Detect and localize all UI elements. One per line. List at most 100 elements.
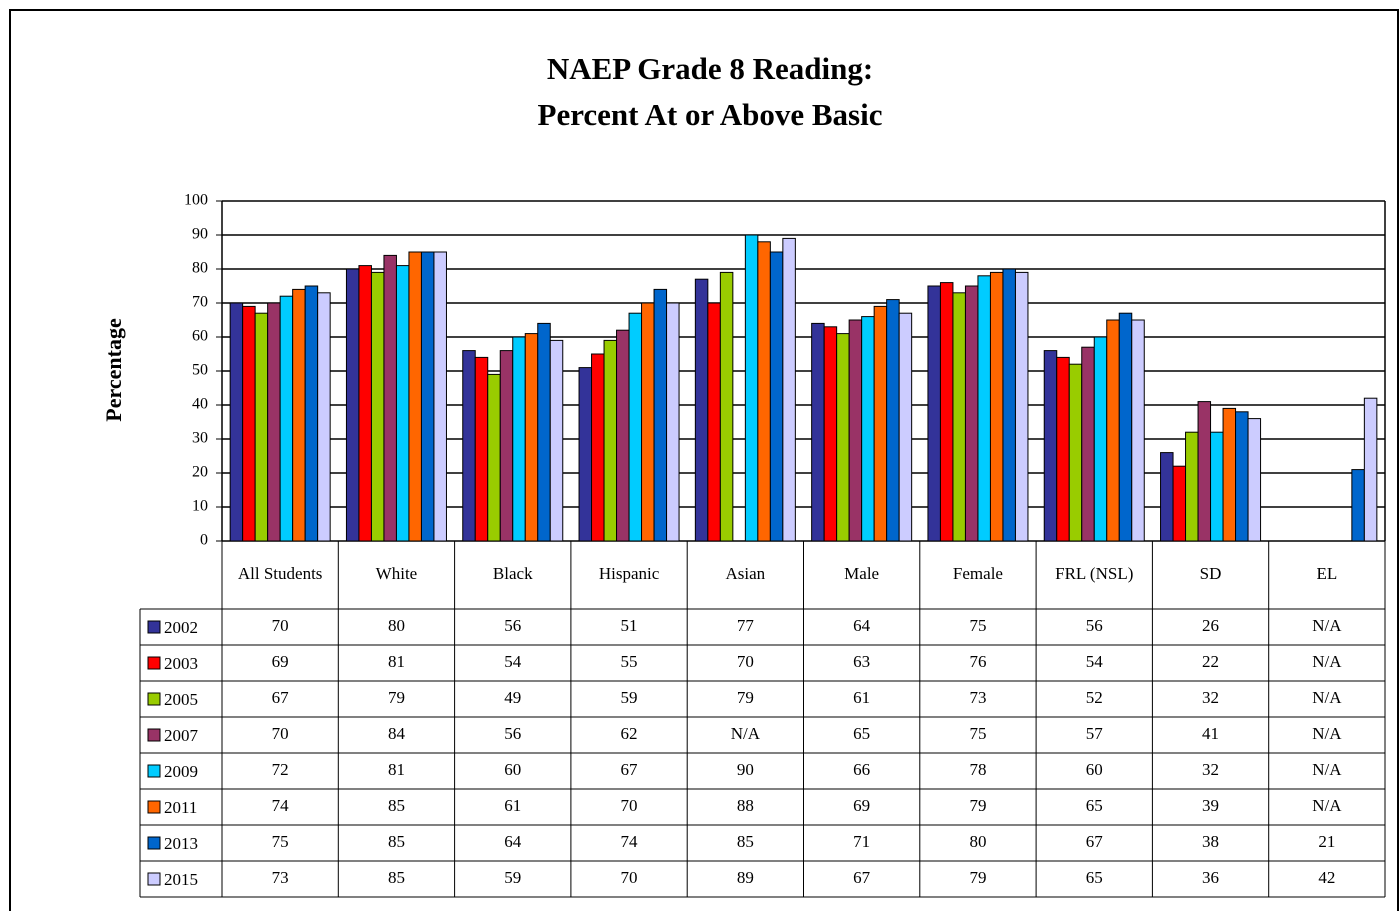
y-tick-label: 50 bbox=[192, 362, 208, 379]
table-cell: 75 bbox=[272, 832, 289, 851]
table-cell: 70 bbox=[272, 616, 289, 635]
x-tick-label: All Students bbox=[238, 564, 323, 583]
table-cell: N/A bbox=[1312, 760, 1342, 779]
table-cell: 74 bbox=[621, 832, 639, 851]
table-cell: 32 bbox=[1202, 760, 1219, 779]
bar bbox=[408, 251, 422, 542]
table-cell: 70 bbox=[272, 724, 289, 743]
legend-swatch bbox=[147, 656, 161, 670]
table-cell: 90 bbox=[737, 760, 754, 779]
y-tick-label: 10 bbox=[192, 498, 208, 515]
y-axis-label: Percentage bbox=[101, 318, 126, 422]
bar bbox=[578, 367, 593, 542]
table-cell: 42 bbox=[1318, 868, 1335, 887]
table-cell: 85 bbox=[737, 832, 754, 851]
table-cell: 78 bbox=[969, 760, 986, 779]
table-cell: N/A bbox=[1312, 652, 1342, 671]
table-cell: 70 bbox=[621, 868, 638, 887]
legend-swatch bbox=[147, 620, 161, 634]
table-cell: 62 bbox=[621, 724, 638, 743]
chart-title: Percent At or Above Basic bbox=[538, 97, 883, 132]
y-tick-label: 80 bbox=[192, 260, 208, 277]
bar bbox=[1197, 401, 1212, 542]
table-cell: 79 bbox=[737, 688, 754, 707]
legend-swatch bbox=[147, 800, 161, 814]
table-cell: 80 bbox=[969, 832, 986, 851]
x-tick-label: Female bbox=[953, 564, 1003, 583]
bar bbox=[898, 312, 913, 542]
bar bbox=[1081, 346, 1095, 542]
table-cell: 89 bbox=[737, 868, 754, 887]
table-cell: 51 bbox=[621, 616, 638, 635]
legend-swatch bbox=[147, 872, 161, 886]
table-cell: 61 bbox=[504, 796, 521, 815]
table-cell: 71 bbox=[853, 832, 870, 851]
bar bbox=[1056, 356, 1070, 542]
table-cell: 81 bbox=[388, 652, 405, 671]
x-tick-label: Asian bbox=[726, 564, 766, 583]
bar bbox=[370, 271, 385, 542]
bar bbox=[694, 278, 709, 542]
bar bbox=[1222, 407, 1237, 542]
bar bbox=[433, 251, 447, 542]
bar bbox=[628, 312, 643, 542]
table-cell: 79 bbox=[969, 868, 986, 887]
table-cell: 54 bbox=[504, 652, 522, 671]
bar bbox=[304, 285, 319, 542]
bar bbox=[1106, 319, 1120, 542]
x-tick-label: Black bbox=[493, 564, 533, 583]
table-cell: 21 bbox=[1318, 832, 1335, 851]
table-cell: 80 bbox=[388, 616, 405, 635]
bar bbox=[873, 305, 888, 542]
table-cell: 85 bbox=[388, 868, 405, 887]
bar bbox=[242, 305, 256, 542]
bar bbox=[1014, 271, 1029, 542]
bar bbox=[229, 302, 244, 542]
bar bbox=[1068, 363, 1083, 542]
bar bbox=[964, 285, 979, 542]
table-cell: 70 bbox=[737, 652, 754, 671]
bar bbox=[474, 356, 489, 542]
table-cell: 64 bbox=[853, 616, 871, 635]
table-cell: 32 bbox=[1202, 688, 1219, 707]
bar bbox=[616, 329, 630, 542]
bar bbox=[537, 322, 551, 542]
bar bbox=[757, 241, 771, 542]
y-tick-label: 30 bbox=[192, 430, 208, 447]
bar bbox=[1043, 350, 1058, 542]
table-cell: 56 bbox=[1086, 616, 1103, 635]
legend-label: 2009 bbox=[164, 762, 198, 781]
bar bbox=[512, 336, 526, 542]
table-cell: 63 bbox=[853, 652, 870, 671]
x-tick-label: Male bbox=[844, 564, 879, 583]
table-cell: 84 bbox=[388, 724, 406, 743]
table-cell: 75 bbox=[969, 724, 986, 743]
bar bbox=[1351, 469, 1365, 542]
bar bbox=[1160, 452, 1174, 542]
table-cell: N/A bbox=[731, 724, 761, 743]
table-cell: N/A bbox=[1312, 796, 1342, 815]
bar bbox=[524, 333, 539, 542]
table-cell: 52 bbox=[1086, 688, 1103, 707]
table-cell: 56 bbox=[504, 616, 521, 635]
x-tick-label: SD bbox=[1200, 564, 1222, 583]
table-cell: 77 bbox=[737, 616, 755, 635]
y-tick-label: 70 bbox=[192, 294, 208, 311]
table-cell: 54 bbox=[1086, 652, 1104, 671]
table-cell: N/A bbox=[1312, 616, 1342, 635]
bar bbox=[254, 312, 269, 542]
bar bbox=[345, 268, 360, 542]
bar bbox=[462, 350, 476, 542]
bar bbox=[1172, 465, 1187, 542]
bar bbox=[1002, 268, 1016, 542]
bar bbox=[267, 302, 281, 542]
bar bbox=[823, 326, 838, 542]
legend-label: 2007 bbox=[164, 726, 199, 745]
legend-swatch bbox=[147, 728, 161, 742]
bar bbox=[769, 251, 784, 542]
legend-swatch bbox=[147, 836, 161, 850]
table-cell: 69 bbox=[853, 796, 870, 815]
table-cell: 60 bbox=[1086, 760, 1103, 779]
table-cell: 74 bbox=[272, 796, 290, 815]
table-cell: 38 bbox=[1202, 832, 1219, 851]
